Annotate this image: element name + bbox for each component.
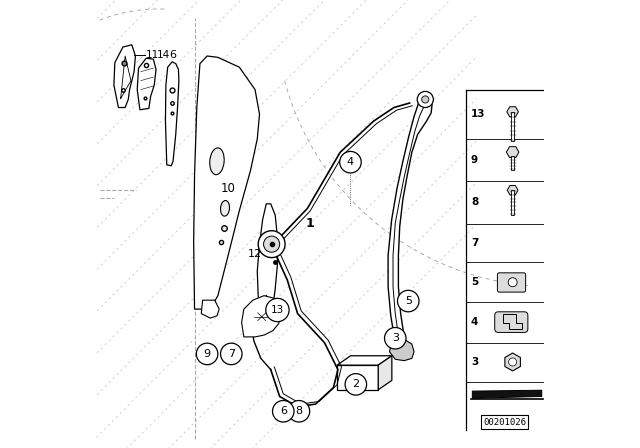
Polygon shape xyxy=(506,146,519,158)
Polygon shape xyxy=(472,390,541,398)
Polygon shape xyxy=(507,107,518,117)
Text: 11: 11 xyxy=(146,50,159,60)
Bar xyxy=(511,190,515,215)
Circle shape xyxy=(345,374,367,395)
Text: 10: 10 xyxy=(221,181,236,195)
Circle shape xyxy=(288,401,310,422)
Text: 1: 1 xyxy=(306,216,314,230)
Polygon shape xyxy=(337,356,392,365)
Circle shape xyxy=(417,91,433,108)
Polygon shape xyxy=(389,340,414,361)
Polygon shape xyxy=(242,296,280,337)
Text: 6: 6 xyxy=(280,406,287,416)
Bar xyxy=(511,112,515,141)
FancyBboxPatch shape xyxy=(497,273,525,292)
Circle shape xyxy=(258,231,285,258)
Circle shape xyxy=(508,278,517,287)
Polygon shape xyxy=(194,56,260,309)
Circle shape xyxy=(422,96,429,103)
Polygon shape xyxy=(202,300,220,318)
Bar xyxy=(337,365,378,390)
Polygon shape xyxy=(388,94,432,344)
Ellipse shape xyxy=(210,148,224,175)
Text: 12: 12 xyxy=(248,250,262,259)
Text: 8: 8 xyxy=(296,406,303,416)
Text: 9: 9 xyxy=(471,155,478,165)
Text: 6: 6 xyxy=(169,50,176,60)
Text: 5: 5 xyxy=(471,277,478,287)
Polygon shape xyxy=(503,314,522,329)
Text: 5: 5 xyxy=(404,296,412,306)
Text: 14: 14 xyxy=(157,50,170,60)
Circle shape xyxy=(385,327,406,349)
Text: 7: 7 xyxy=(471,238,478,248)
Text: 13: 13 xyxy=(271,305,284,315)
Text: 3: 3 xyxy=(392,333,399,343)
Circle shape xyxy=(509,358,516,366)
Polygon shape xyxy=(114,45,136,108)
Circle shape xyxy=(221,343,242,365)
Circle shape xyxy=(397,290,419,312)
Text: 4: 4 xyxy=(347,157,354,167)
Text: 3: 3 xyxy=(471,357,478,367)
FancyBboxPatch shape xyxy=(495,312,528,332)
Circle shape xyxy=(196,343,218,365)
Text: 8: 8 xyxy=(471,198,478,207)
Polygon shape xyxy=(257,204,278,320)
Polygon shape xyxy=(508,185,518,195)
Polygon shape xyxy=(137,58,156,110)
Bar xyxy=(511,156,515,170)
Text: 2: 2 xyxy=(352,379,360,389)
Circle shape xyxy=(266,298,289,322)
Circle shape xyxy=(273,401,294,422)
Text: 13: 13 xyxy=(471,109,486,119)
Text: 00201026: 00201026 xyxy=(483,418,526,426)
Ellipse shape xyxy=(221,201,230,216)
Text: 7: 7 xyxy=(228,349,235,359)
Circle shape xyxy=(340,151,361,173)
Polygon shape xyxy=(165,62,179,166)
Text: 00201026: 00201026 xyxy=(483,418,526,426)
Text: 4: 4 xyxy=(471,317,478,327)
Text: 9: 9 xyxy=(204,349,211,359)
Polygon shape xyxy=(378,356,392,390)
Circle shape xyxy=(264,236,280,252)
Polygon shape xyxy=(505,353,520,371)
